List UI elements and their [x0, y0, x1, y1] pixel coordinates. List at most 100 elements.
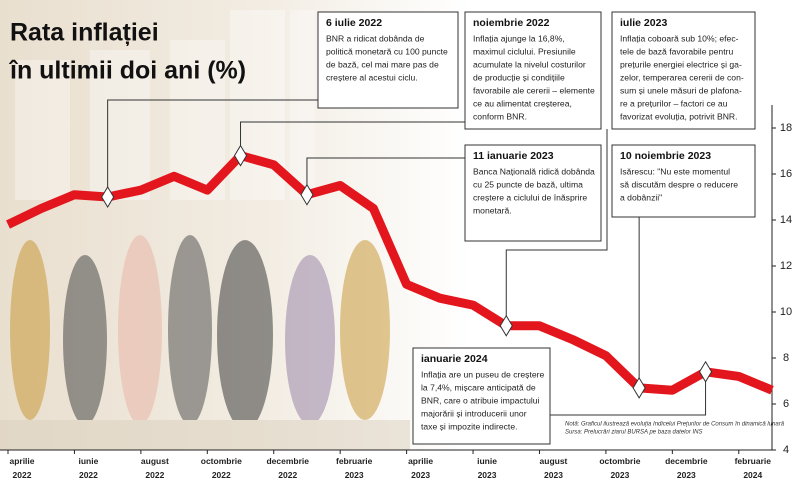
x-tick-text: iunie: [477, 456, 497, 466]
annotation-text: să discutăm despre o reducere: [620, 179, 738, 189]
connector: [505, 129, 608, 326]
x-tick-text: octombrie: [599, 456, 640, 466]
annotation-box: [611, 144, 756, 218]
x-tick-text: 2022: [79, 470, 98, 480]
annotation-text: politică monetară cu 100 puncte: [326, 46, 448, 56]
marker: [499, 314, 513, 337]
annotation-text: tele de bază favorabile pentru: [620, 46, 733, 56]
marker: [300, 183, 314, 206]
x-tick-text: 2022: [212, 470, 231, 480]
decor: [15, 10, 315, 200]
connector: [107, 99, 318, 197]
x-tick-text: 2023: [345, 470, 364, 480]
x-tick-text: 2022: [13, 470, 32, 480]
annotation-title: ianuarie 2024: [421, 353, 488, 365]
annotation-text: re a prețurilor – factori ce au: [620, 98, 728, 108]
x-tick-text: aprilie: [9, 456, 34, 466]
note: Sursa: Prelucrări ziarul BURSA pe baza d…: [565, 430, 703, 436]
y-tick-label: 16: [780, 168, 792, 180]
y-tick-label: 10: [780, 306, 792, 318]
annotation-text: cu 25 puncte de bază, ultima: [473, 179, 583, 189]
annotation-text: creștere al acestui ciclu.: [326, 72, 418, 82]
y-tick-label: 14: [780, 214, 792, 226]
annotation-title: 10 noiembrie 2023: [620, 150, 711, 162]
x-tick-label: octombrie 2023: [599, 456, 640, 480]
annotation-text: conform BNR.: [473, 111, 527, 121]
marker: [101, 186, 115, 208]
x-tick-text: februarie: [735, 456, 772, 466]
x-tick-text: 2023: [677, 470, 696, 480]
annotation-text: la 7,4%, mișcare anticipată de: [421, 382, 536, 392]
y-tick-label: 6: [783, 398, 789, 410]
annotation-box: [464, 144, 602, 242]
x-tick-text: 2023: [411, 470, 430, 480]
x-tick-label: februarie 2024: [735, 456, 772, 480]
annotation-text: Inflația are un puseu de creștere: [421, 369, 544, 379]
marker: [233, 144, 248, 167]
annotation-text: a dobânzii": [620, 192, 662, 202]
annotation-text: de bază, cel mai mare pas de: [326, 59, 439, 69]
x-tick-text: 2023: [478, 470, 497, 480]
x-tick-text: 2024: [743, 470, 762, 480]
annotation-text: majorării și introducerii unor: [421, 408, 527, 418]
x-tick-label: decembrie 2023: [665, 456, 708, 480]
annotation-text: creștere a ciclului de înăsprire: [473, 192, 587, 202]
connector: [306, 157, 465, 195]
annotation-title: 6 iulie 2022: [326, 17, 382, 29]
y-tick-label: 18: [780, 122, 792, 134]
annotation-text: zelor, temperarea cererii de con-: [620, 72, 744, 82]
annotation-text: Banca Națională ridică dobânda: [473, 166, 595, 176]
y-tick-label: 12: [780, 260, 792, 272]
annotation-title: 11 ianuarie 2023: [473, 150, 554, 162]
y-tick-label: 4: [783, 444, 789, 456]
x-tick-text: 2022: [278, 470, 297, 480]
annotation-text: Inflația coboară sub 10%; efec-: [620, 33, 739, 43]
connector: [240, 121, 465, 156]
x-tick-text: 2023: [544, 470, 563, 480]
annotation-text: acumulate la nivelul costurilor: [473, 59, 586, 69]
annotation-text: taxe și impozite indirecte.: [421, 421, 517, 431]
x-tick-text: decembrie: [665, 456, 708, 466]
connector: [550, 371, 707, 416]
annotation-text: prețurile energiei electrice și ga-: [620, 59, 742, 69]
x-tick-label: octombrie 2022: [201, 456, 242, 480]
annotation-box: [611, 11, 756, 130]
x-tick-label: iunie 2023: [477, 456, 497, 480]
x-tick-text: decembrie: [266, 456, 309, 466]
annotation-text: maximul ciclului. Presiunile: [473, 46, 576, 56]
annotation-text: Inflația ajunge la 16,8%,: [473, 33, 565, 43]
annotation-text: BNR a ridicat dobânda de: [326, 33, 425, 43]
x-tick-label: decembrie 2022: [266, 456, 309, 480]
chart-title: în ultimii doi ani (%): [8, 57, 246, 85]
x-tick-text: februarie: [336, 456, 373, 466]
annotation-box: [412, 347, 551, 445]
x-tick-text: 2023: [610, 470, 629, 480]
x-tick-label: august 2023: [540, 456, 568, 480]
annotation-box: [464, 11, 602, 130]
annotation-title: noiembrie 2022: [473, 17, 550, 29]
x-tick-label: aprilie 2022: [9, 456, 34, 480]
annotation-text: sum și unele măsuri de plafona-: [620, 85, 742, 95]
note: Notă: Graficul ilustrează evoluția Indic…: [565, 422, 785, 428]
x-tick-text: august: [141, 456, 169, 466]
annotation-text: BNR, care o atribuie impactului: [421, 395, 540, 405]
chart-title: Rata inflației: [10, 19, 159, 47]
x-tick-label: februarie 2023: [336, 456, 373, 480]
marker: [632, 376, 646, 399]
x-tick-label: aprilie 2023: [408, 456, 433, 480]
illustration: [0, 235, 410, 450]
y-tick-label: 8: [783, 352, 789, 364]
annotation-text: ce au alimentat creșterea,: [473, 98, 572, 108]
annotation-text: Isărescu: "Nu este momentul: [620, 166, 730, 176]
x-tick-label: august 2022: [141, 456, 169, 480]
marker: [698, 360, 713, 383]
x-tick-text: aprilie: [408, 456, 433, 466]
annotation-text: monetară.: [473, 205, 512, 215]
annotation-text: favorizat evoluția, potrivit BNR.: [620, 111, 738, 121]
annotation-box: [317, 11, 459, 109]
x-tick-text: octombrie: [201, 456, 242, 466]
annotation-title: iulie 2023: [620, 17, 667, 29]
x-tick-text: iunie: [79, 456, 99, 466]
x-tick-text: 2022: [145, 470, 164, 480]
